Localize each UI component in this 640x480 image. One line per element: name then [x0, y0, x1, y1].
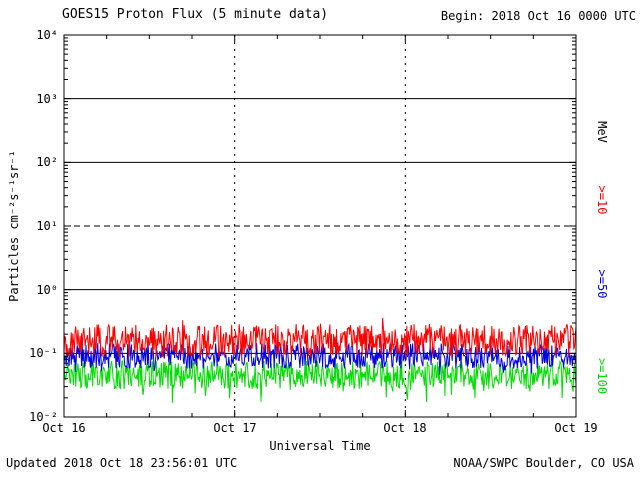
legend-ge100-label: >=100 — [595, 357, 609, 395]
credit-label: NOAA/SWPC Boulder, CO USA — [453, 456, 634, 470]
legend-ge50-label: >=50 — [595, 269, 609, 299]
series-line-protons-ge-100-MeV — [63, 360, 577, 403]
updated-timestamp: Updated 2018 Oct 18 23:56:01 UTC — [6, 456, 238, 470]
y-tick-label-1e-2: 10⁻² — [29, 410, 58, 424]
y-tick-label-1e0: 10⁰ — [36, 283, 58, 297]
x-tick-label-oct19: Oct 19 — [554, 421, 598, 435]
right-axis-unit-label: MeV — [595, 121, 609, 143]
x-axis-label: Universal Time — [269, 439, 371, 453]
x-tick-label-oct18: Oct 18 — [383, 421, 427, 435]
x-tick-label-oct17: Oct 17 — [213, 421, 257, 435]
x-tick-label-oct16: Oct 16 — [42, 421, 86, 435]
y-tick-label-1e1: 10¹ — [36, 219, 58, 233]
y-tick-label-1e2: 10² — [36, 155, 58, 169]
y-tick-label-1e-1: 10⁻¹ — [29, 346, 58, 360]
y-tick-label-1e4: 10⁴ — [36, 28, 58, 42]
y-tick-label-1e3: 10³ — [36, 92, 58, 106]
legend-ge10-label: >=10 — [595, 185, 609, 215]
series-line-protons-ge-10-MeV — [63, 317, 577, 358]
chart-title: GOES15 Proton Flux (5 minute data) — [62, 7, 329, 22]
begin-time-label: Begin: 2018 Oct 16 0000 UTC — [440, 9, 636, 23]
